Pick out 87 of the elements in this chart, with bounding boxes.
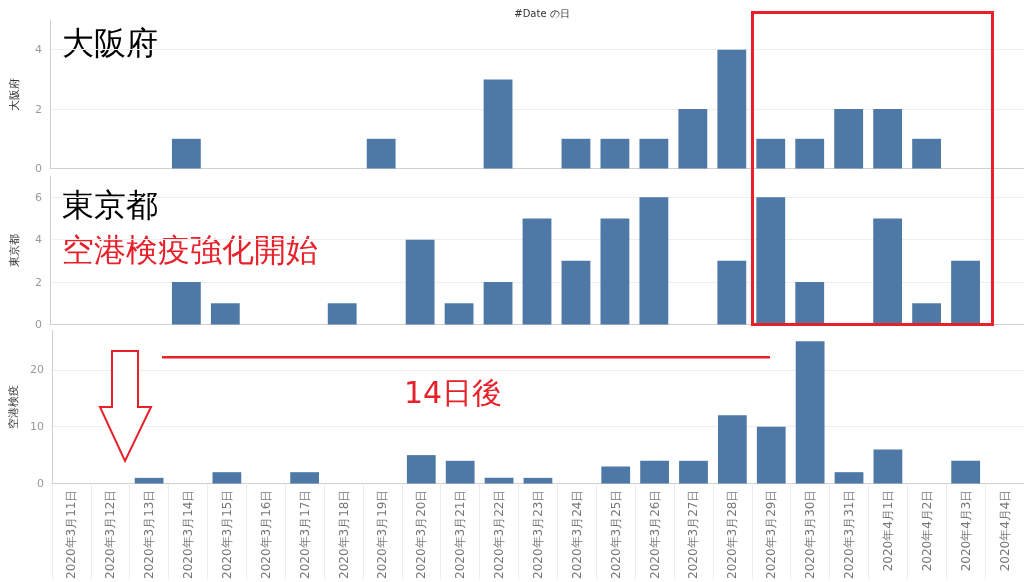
bar [639, 138, 669, 169]
x-tick-label: 2020年4月4日 [997, 489, 1012, 572]
y-tick-label: 6 [35, 190, 42, 204]
bar [873, 449, 903, 484]
bar [134, 477, 164, 484]
x-tick-label: 2020年3月23日 [530, 489, 545, 580]
text: 大阪府 [8, 77, 21, 111]
bar [639, 197, 669, 325]
x-tick-label: 2020年3月28日 [725, 489, 740, 580]
x-tick-label: 2020年3月27日 [686, 489, 701, 580]
bar [484, 477, 514, 484]
bar [444, 303, 474, 325]
x-tick-label: 2020年3月11日 [64, 489, 79, 580]
chart-title: #Date の日 [514, 7, 570, 19]
y-tick-label: 0 [35, 162, 42, 175]
y-axis-title: 大阪府 [62, 24, 158, 62]
bar [523, 477, 553, 484]
bar [600, 218, 630, 325]
bar [717, 260, 747, 325]
bar [483, 79, 513, 169]
y-tick-label: 20 [29, 363, 44, 377]
x-tick-label: 2020年3月29日 [764, 489, 779, 580]
bar [445, 460, 475, 484]
bar [171, 282, 201, 325]
y-tick-label: 4 [35, 233, 42, 247]
bar [873, 218, 903, 325]
x-tick-label: 2020年3月22日 [492, 489, 507, 580]
x-tick-label: 2020年3月20日 [414, 489, 429, 580]
y-tick-label: 0 [35, 318, 42, 331]
x-tick-label: 2020年4月1日 [880, 489, 895, 572]
y-tick-label: 2 [35, 275, 42, 289]
bar [679, 460, 708, 484]
y-tick-label: 0 [36, 477, 44, 491]
bar [951, 460, 981, 484]
bar [717, 415, 747, 484]
bar [912, 303, 942, 325]
bar [561, 260, 591, 325]
x-tick-label: 2020年3月21日 [453, 489, 468, 580]
bar [795, 341, 825, 484]
x-tick-label: 2020年3月17日 [297, 489, 312, 580]
bar [756, 197, 786, 325]
bar [327, 303, 357, 325]
annotation: 14日後 [404, 374, 503, 410]
bar [678, 109, 708, 169]
bar [795, 138, 825, 169]
bar [483, 282, 513, 325]
x-tick-label: 2020年3月16日 [258, 489, 273, 580]
bar [756, 426, 786, 484]
bar [561, 138, 591, 169]
y-axis-title: 東京都 [62, 186, 158, 224]
y-tick-label: 2 [35, 102, 42, 116]
bar [212, 472, 242, 484]
y-tick-label: 10 [29, 420, 44, 434]
x-tick-label: 2020年3月14日 [180, 489, 195, 580]
bar [290, 472, 320, 484]
y-axis-title: 空港検疫 [7, 384, 20, 429]
y-tick-label: 4 [35, 43, 42, 57]
x-tick-label: 2020年3月15日 [219, 489, 234, 580]
bar [834, 109, 864, 169]
bar [406, 455, 436, 484]
x-tick-label: 2020年3月19日 [375, 489, 390, 580]
x-tick-label: 2020年3月25日 [608, 489, 623, 580]
bar [171, 138, 201, 169]
bar [834, 472, 864, 484]
bar [873, 109, 903, 169]
bar [600, 138, 630, 169]
bar [756, 138, 786, 169]
x-tick-label: 2020年3月24日 [569, 489, 584, 580]
bar [717, 49, 747, 169]
bar [912, 138, 942, 169]
x-tick-label: 2020年3月13日 [142, 489, 157, 580]
bar [640, 460, 669, 484]
x-tick-label: 2020年3月26日 [647, 489, 662, 580]
bar [795, 282, 825, 325]
bar [210, 303, 240, 325]
x-tick-label: 2020年4月3日 [958, 489, 973, 572]
x-tick-label: 2020年3月31日 [842, 489, 857, 580]
x-tick-label: 2020年4月2日 [919, 489, 934, 572]
text: 東京都 [8, 233, 21, 267]
bar [405, 239, 435, 325]
x-tick-label: 2020年3月30日 [803, 489, 818, 580]
bar [601, 466, 631, 484]
x-tick-label: 2020年3月12日 [103, 489, 118, 580]
bar [951, 260, 980, 325]
bar [366, 138, 396, 169]
x-tick-label: 2020年3月18日 [336, 489, 351, 580]
bar [522, 218, 552, 325]
